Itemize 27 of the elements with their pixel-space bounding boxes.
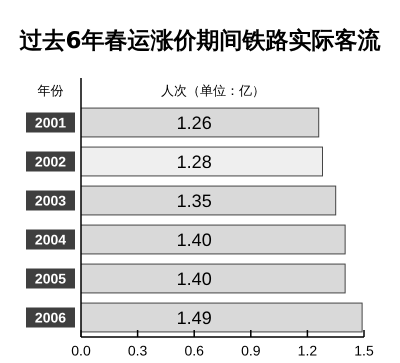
- data-label: 1.26: [176, 112, 212, 133]
- chart-title: 过去6年春运涨价期间铁路实际客流: [18, 27, 382, 54]
- x-tick-label: 0.9: [241, 342, 261, 358]
- x-tick-label: 1.2: [298, 342, 318, 358]
- y-tick-label: 2004: [34, 232, 66, 248]
- data-label: 1.40: [176, 230, 212, 250]
- y-tick-label: 2003: [34, 192, 66, 209]
- x-tick-label: 0.3: [128, 342, 148, 358]
- bar: [80, 302, 363, 332]
- bar: [80, 108, 320, 138]
- y-tick-label: 2005: [34, 270, 66, 287]
- bar: [80, 146, 323, 176]
- y-tick-label: 2002: [34, 154, 66, 170]
- data-label: 1.28: [176, 152, 212, 172]
- data-label: 1.49: [176, 308, 212, 328]
- text: 年份: [38, 84, 64, 99]
- x-axis-title: 人次（单位：亿）: [161, 84, 265, 99]
- bar: [80, 224, 346, 254]
- y-tick-label: 2006: [34, 310, 66, 326]
- data-label: 1.40: [176, 268, 212, 289]
- bar: [80, 264, 346, 294]
- y-tick-label: 2001: [34, 114, 66, 131]
- x-tick-label: 0.0: [71, 342, 91, 358]
- data-label: 1.35: [176, 190, 212, 211]
- bar: [80, 186, 336, 216]
- x-tick-label: 1.5: [354, 342, 374, 358]
- x-tick-label: 0.6: [184, 342, 204, 358]
